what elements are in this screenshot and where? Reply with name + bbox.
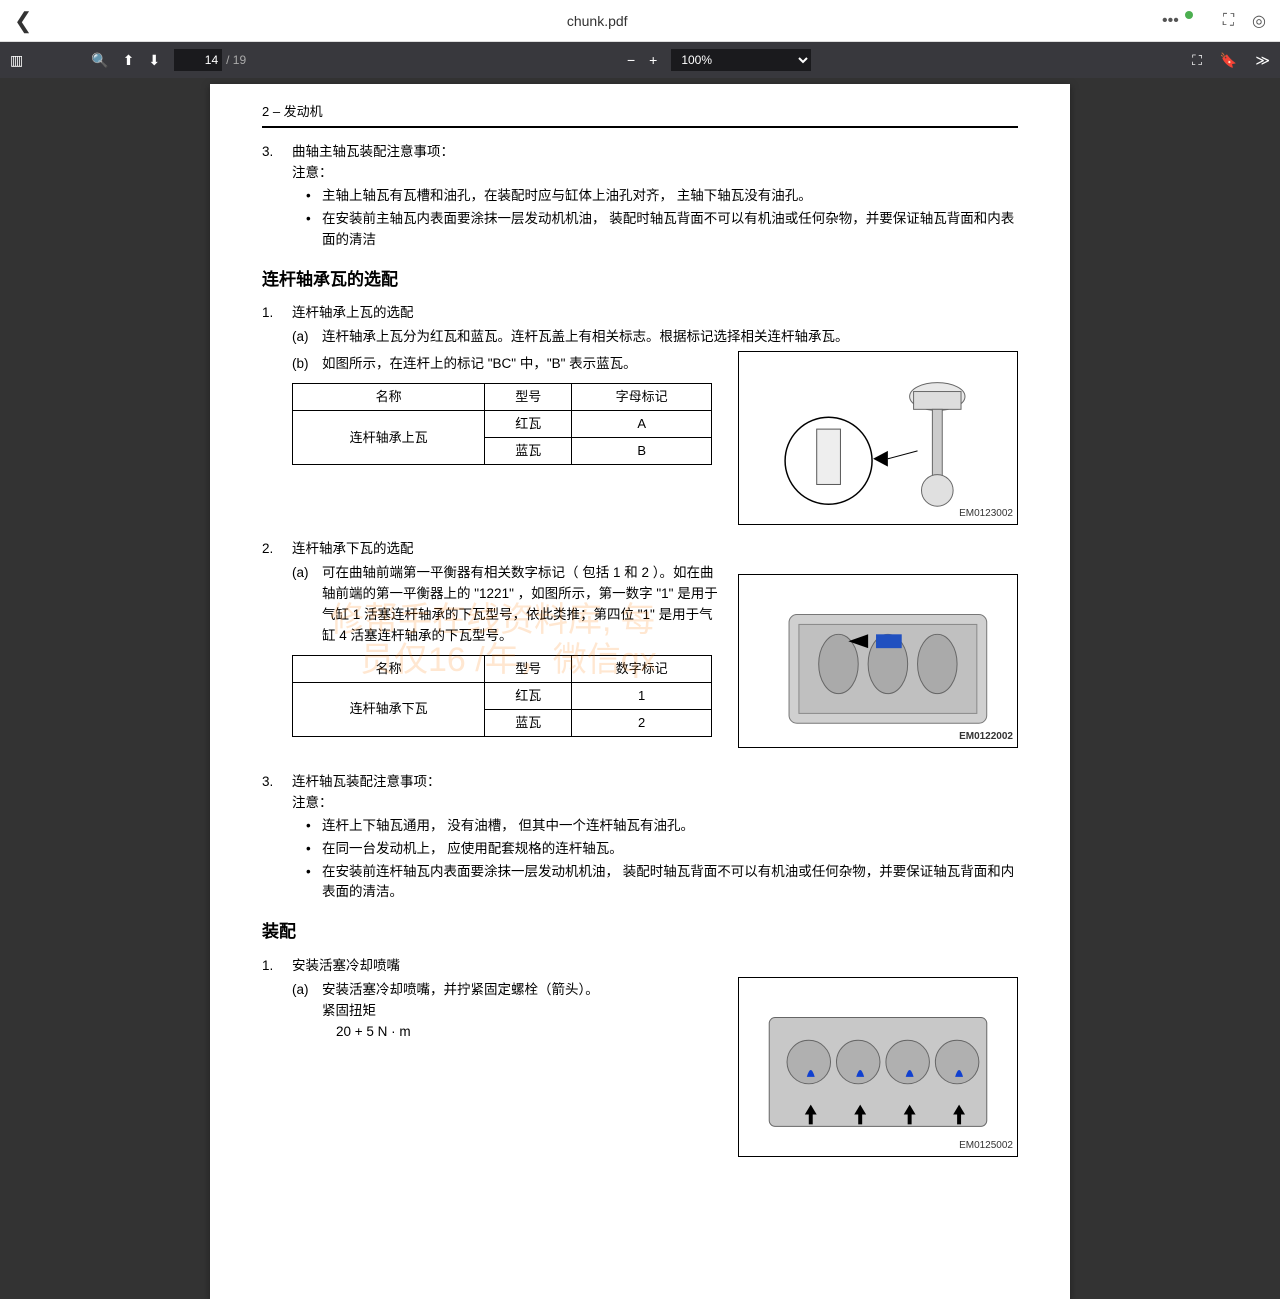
lower-bearing-table: 名称型号数字标记 连杆轴承下瓦红瓦1 蓝瓦2 bbox=[292, 655, 712, 737]
rod-section-2: 2. 连杆轴承下瓦的选配 (a)可在曲轴前端第一平衡器有相关数字标记（ 包括 1… bbox=[262, 539, 1018, 766]
sidebar-toggle-icon[interactable]: ▥ bbox=[10, 52, 23, 69]
heading-assembly: 装配 bbox=[262, 919, 1018, 945]
figure-cooling-nozzle: EM0125002 bbox=[738, 977, 1018, 1157]
page-header: 2 – 发动机 bbox=[262, 102, 1018, 128]
search-icon[interactable]: 🔍 bbox=[91, 52, 108, 69]
zoom-in-icon[interactable]: + bbox=[649, 52, 657, 68]
figure-crankshaft: EM0122002 bbox=[738, 574, 1018, 748]
app-topbar: ❮ chunk.pdf ••• ⛶ ◎ bbox=[0, 0, 1280, 42]
pdf-toolbar: ▥ 🔍 ⬆ ⬇ / 19 − + 100% ⛶ 🔖 ≫ bbox=[0, 42, 1280, 78]
document-title: chunk.pdf bbox=[32, 13, 1162, 29]
zoom-select[interactable]: 100% bbox=[671, 49, 811, 71]
heading-rod-bearing: 连杆轴承瓦的选配 bbox=[262, 267, 1018, 293]
overflow-icon[interactable]: ≫ bbox=[1255, 52, 1270, 69]
fullscreen-icon[interactable]: ⛶ bbox=[1192, 52, 1202, 69]
rod-section-1: 1. 连杆轴承上瓦的选配 (a)连杆轴承上瓦分为红瓦和蓝瓦。连杆瓦盖上有相关标志… bbox=[262, 303, 1018, 533]
rod-section-3: 3. 连杆轴瓦装配注意事项： 注意： •连杆上下轴瓦通用， 没有油槽， 但其中一… bbox=[262, 772, 1018, 906]
figure-piston-rod: EM0123002 bbox=[738, 351, 1018, 525]
target-icon[interactable]: ◎ bbox=[1252, 11, 1266, 31]
topbar-actions: ••• ⛶ ◎ bbox=[1162, 11, 1266, 31]
page-number-input[interactable] bbox=[174, 49, 222, 71]
upper-bearing-table: 名称型号字母标记 连杆轴承上瓦红瓦A 蓝瓦B bbox=[292, 383, 712, 465]
assembly-section-1: 1. 安装活塞冷却喷嘴 (a) 安装活塞冷却喷嘴，并拧紧固定螺栓（箭头）。 紧固… bbox=[262, 956, 1018, 1165]
page-down-icon[interactable]: ⬇ bbox=[148, 52, 160, 69]
zoom-out-icon[interactable]: − bbox=[627, 52, 635, 68]
status-dot-icon bbox=[1185, 11, 1193, 19]
page-total: / 19 bbox=[226, 53, 246, 67]
section-3: 3. 曲轴主轴瓦装配注意事项： 注意： •主轴上轴瓦有瓦槽和油孔，在装配时应与缸… bbox=[262, 142, 1018, 253]
more-icon[interactable]: ••• bbox=[1162, 12, 1179, 30]
pdf-page: 修帮手在线资料库, 每 员仅16 /年，微信qx 2 – 发动机 3. 曲轴主轴… bbox=[210, 84, 1070, 1299]
back-icon[interactable]: ❮ bbox=[14, 8, 32, 34]
expand-icon[interactable]: ⛶ bbox=[1223, 12, 1234, 30]
page-up-icon[interactable]: ⬆ bbox=[123, 52, 135, 69]
page-indicator: / 19 bbox=[174, 49, 246, 71]
bookmark-icon[interactable]: 🔖 bbox=[1220, 52, 1237, 69]
pdf-viewer[interactable]: 修帮手在线资料库, 每 员仅16 /年，微信qx 2 – 发动机 3. 曲轴主轴… bbox=[0, 78, 1280, 1299]
